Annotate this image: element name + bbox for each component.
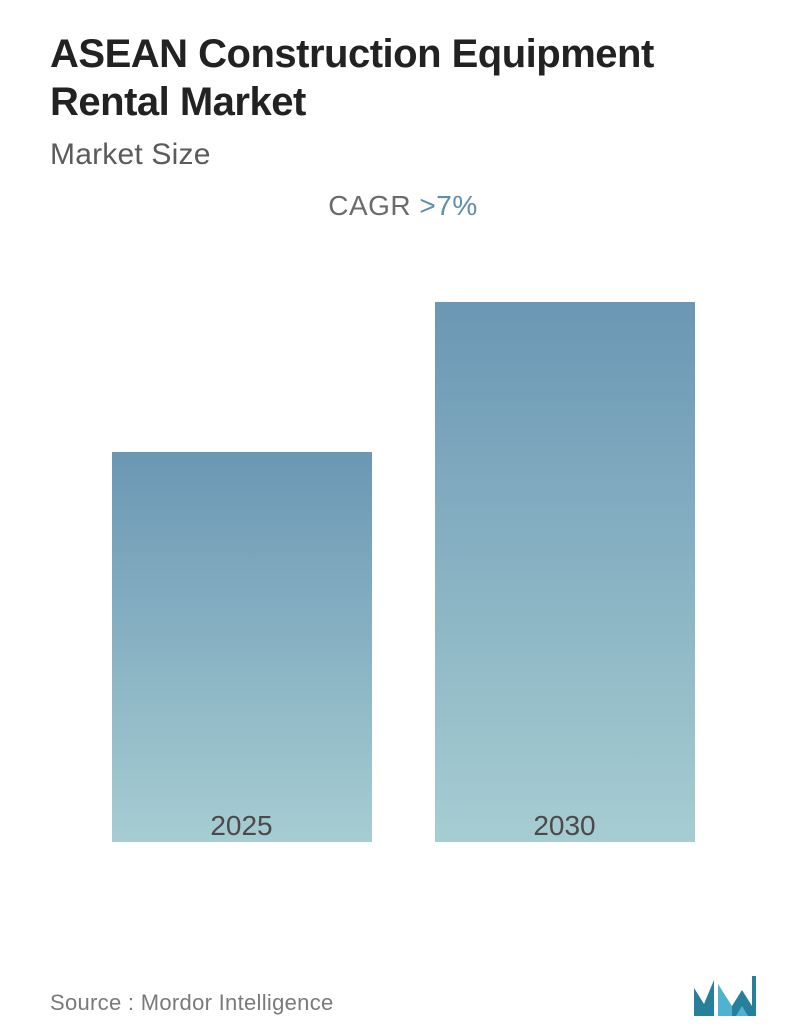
cagr-value: >7% <box>419 190 477 221</box>
bar-1 <box>435 302 695 842</box>
bar-label-0: 2025 <box>112 810 372 842</box>
page-root: ASEAN Construction Equipment Rental Mark… <box>0 0 796 1034</box>
bars-container: 2025 2030 <box>50 252 756 842</box>
footer: Source : Mordor Intelligence <box>50 976 756 1016</box>
source-text: Source : Mordor Intelligence <box>50 990 334 1016</box>
cagr-label: CAGR <box>328 190 419 221</box>
bar-chart: 2025 2030 <box>50 252 756 892</box>
chart-title: ASEAN Construction Equipment Rental Mark… <box>50 30 756 126</box>
brand-logo-icon <box>694 976 756 1016</box>
bar-col-1: 2030 <box>435 302 695 842</box>
chart-subtitle: Market Size <box>50 138 756 172</box>
bar-0 <box>112 452 372 842</box>
bar-col-0: 2025 <box>112 452 372 842</box>
cagr-line: CAGR >7% <box>50 190 756 222</box>
bar-label-1: 2030 <box>435 810 695 842</box>
